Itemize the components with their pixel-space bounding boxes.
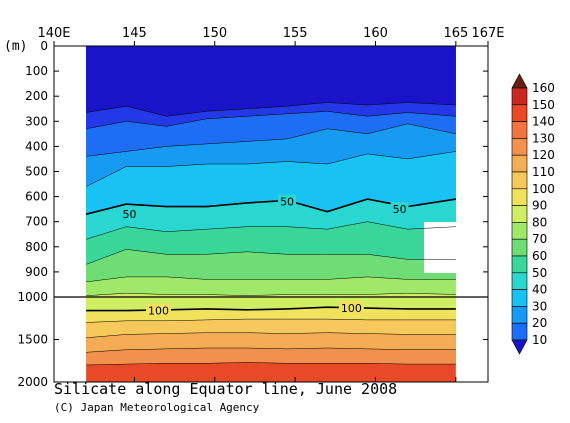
y-tick-label: 0: [40, 39, 48, 53]
colorbar-tick-label: 150: [532, 98, 555, 112]
contour-label: 100: [148, 305, 169, 318]
x-axis-ticks: 140E 145 150 155 160 165 167E: [37, 26, 505, 382]
contour-line-60: [86, 221, 456, 240]
contour-line-90: [86, 292, 456, 296]
y-tick-label: 700: [25, 215, 48, 229]
colorbar-tick-label: 120: [532, 148, 555, 162]
x-tick-label: 150: [202, 26, 227, 41]
y-tick-label: 900: [25, 265, 48, 279]
contour-label-bg: [145, 303, 171, 317]
colorbar-tick-label: 40: [532, 283, 547, 297]
colorbar-swatch: [511, 322, 528, 341]
contour-labels: 50 50 50 100 100: [120, 194, 409, 318]
contour-line-40: [85, 151, 456, 187]
contour-label: 50: [123, 208, 137, 221]
colorbar-tick-label: 80: [532, 215, 547, 229]
x-tick-label: 155: [283, 26, 308, 41]
contour-label-bg: [278, 194, 297, 208]
colorbar-swatch: [511, 171, 528, 190]
contour-line-50: [85, 198, 456, 215]
x-tick-label: 167E: [471, 26, 504, 41]
contour-line-80: [86, 276, 456, 283]
y-axis-ticks: 0 100 200 300 400 500 600 700 800 900 1000 1500 2000: [17, 39, 488, 389]
colorbar-top-arrow: [511, 73, 528, 89]
contour-line-120: [86, 332, 456, 339]
colorbar-swatch: [511, 138, 528, 156]
y-tick-label: 300: [25, 114, 48, 128]
contour-fills: [86, 46, 456, 382]
colorbar-swatch: [511, 205, 528, 223]
contour-line-110: [86, 318, 456, 323]
colorbar-bottom-arrow: [511, 339, 528, 355]
colorbar-swatch: [511, 154, 528, 173]
contour-label: 50: [393, 203, 407, 216]
y-tick-label: 600: [25, 190, 48, 204]
contour-label: 50: [280, 196, 294, 209]
y-tick-label: 800: [25, 240, 48, 254]
x-tick-label: 140E: [37, 26, 70, 41]
y-tick-label: 1500: [17, 333, 48, 347]
colorbar-tick-label: 160: [532, 81, 555, 95]
colorbar-tick-label: 110: [532, 165, 555, 179]
x-tick-label: 165: [443, 26, 468, 41]
colorbar-tick-label: 140: [532, 115, 555, 129]
colorbar-swatch: [511, 306, 528, 324]
y-tick-label: 500: [25, 165, 48, 179]
colorbar-tick-label: 30: [532, 299, 547, 313]
colorbar-tick-label: 60: [532, 249, 547, 263]
contour-label-bg: [390, 202, 409, 216]
colorbar-tick-label: 10: [532, 333, 547, 347]
y-unit-label: (m): [4, 39, 27, 54]
contour-line-140: [86, 362, 456, 366]
colorbar: 160 150 140 130 120 110 100 90 80 70 60 50 40 30 20 10: [511, 73, 555, 355]
colorbar-swatch: [511, 121, 528, 139]
colorbar-swatch: [511, 104, 528, 122]
colorbar-tick-label: 100: [532, 182, 555, 196]
colorbar-tick-label: 50: [532, 266, 547, 280]
contour-label: 100: [341, 302, 362, 315]
colorbar-swatch: [511, 87, 528, 106]
x-tick-label: 160: [363, 26, 388, 41]
contour-label-bg: [338, 301, 364, 315]
contour-line-70: [86, 249, 456, 265]
colorbar-swatch: [511, 272, 528, 290]
colorbar-swatch: [511, 188, 528, 206]
chart-title: Silicate along Equator line, June 2008: [54, 380, 398, 398]
contour-label-bg: [120, 207, 139, 221]
y-tick-label: 2000: [17, 375, 48, 389]
contour-line-20: [86, 111, 456, 130]
colorbar-tick-label: 90: [532, 199, 547, 213]
colorbar-tick-label: 70: [532, 232, 547, 246]
colorbar-swatch: [511, 222, 528, 240]
contour-line-130: [86, 347, 456, 353]
y-tick-label: 400: [25, 139, 48, 153]
contour-band-0: [86, 46, 456, 117]
colorbar-tick-label: 20: [532, 316, 547, 330]
colorbar-tick-label: 130: [532, 131, 555, 145]
missing-data-region: [424, 222, 456, 273]
credit-text: (C) Japan Meteorological Agency: [54, 401, 260, 414]
contour-line-30: [86, 123, 456, 157]
y-tick-label: 200: [25, 89, 48, 103]
y-tick-label: 100: [25, 64, 48, 78]
x-tick-label: 145: [122, 26, 147, 41]
colorbar-swatch: [511, 238, 528, 257]
colorbar-swatch: [511, 289, 528, 307]
contour-line-10: [86, 102, 456, 117]
colorbar-swatch: [511, 255, 528, 274]
y-tick-label: 1000: [17, 290, 48, 304]
